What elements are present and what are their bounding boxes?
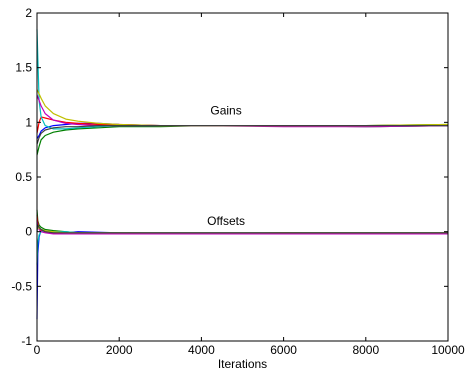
y-tick-label: -0.5 <box>11 279 32 293</box>
series-line-4 <box>36 94 449 128</box>
x-tick-label: 8000 <box>352 343 379 357</box>
x-tick-label: 10000 <box>431 343 465 357</box>
x-tick-label: 0 <box>34 343 41 357</box>
offsets-annotation: Offsets <box>207 214 245 228</box>
series-layer <box>36 29 449 320</box>
x-axis-title: Iterations <box>218 357 267 371</box>
series-line-11 <box>36 220 448 235</box>
plot-frame <box>36 12 449 342</box>
x-tick-label: 6000 <box>270 343 297 357</box>
y-tick-label: 0.5 <box>15 170 32 184</box>
gains-annotation: Gains <box>210 104 241 118</box>
y-tick-label: 1.5 <box>15 61 32 75</box>
x-tick-label: 4000 <box>188 343 215 357</box>
y-tick-label: -1 <box>21 334 32 348</box>
y-tick-label: 1 <box>25 115 32 129</box>
series-line-6 <box>36 124 448 145</box>
x-tick-label: 2000 <box>106 343 133 357</box>
ticks-layer: 0 2000 4000 6000 8000 10000 -1 -0.5 0 0.5 1 1.5 2 <box>11 6 465 357</box>
y-tick-label: 2 <box>25 6 32 20</box>
series-line-13 <box>36 224 448 234</box>
y-tick-label: 0 <box>25 225 32 239</box>
